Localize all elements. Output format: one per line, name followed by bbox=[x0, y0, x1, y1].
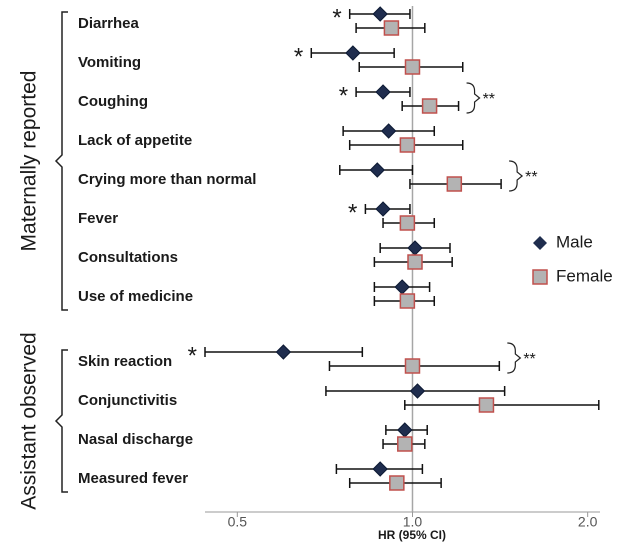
point-marker bbox=[397, 422, 413, 438]
point-marker bbox=[389, 475, 405, 491]
point-marker bbox=[478, 397, 495, 413]
point-marker bbox=[380, 123, 397, 139]
category-label: Lack of appetite bbox=[78, 132, 192, 149]
point-marker bbox=[421, 98, 438, 114]
group-bracket bbox=[54, 349, 68, 493]
significance-star: * bbox=[294, 43, 303, 70]
difference-bracket bbox=[507, 342, 522, 374]
point-marker bbox=[399, 293, 416, 309]
point-marker bbox=[372, 6, 388, 22]
significance-star: * bbox=[332, 4, 341, 31]
point-marker bbox=[375, 201, 391, 217]
difference-bracket bbox=[509, 160, 524, 192]
point-marker bbox=[407, 240, 423, 256]
category-label: Skin reaction bbox=[78, 353, 172, 370]
legend-marker bbox=[533, 236, 547, 250]
group-label: Maternally reported bbox=[18, 71, 41, 252]
point-marker bbox=[407, 254, 423, 270]
difference-bracket bbox=[466, 82, 481, 114]
point-marker bbox=[383, 20, 400, 36]
point-marker bbox=[404, 358, 421, 374]
significance-star: * bbox=[348, 199, 357, 226]
legend-label: Female bbox=[556, 266, 613, 285]
point-marker bbox=[369, 162, 385, 178]
point-marker bbox=[399, 137, 416, 153]
significance-star: * bbox=[339, 82, 348, 109]
point-marker bbox=[399, 215, 416, 231]
category-label: Use of medicine bbox=[78, 288, 193, 305]
category-label: Fever bbox=[78, 210, 118, 227]
group-bracket bbox=[54, 11, 68, 311]
group-label: Assistant observed bbox=[18, 332, 41, 509]
point-marker bbox=[275, 344, 292, 360]
point-marker bbox=[394, 279, 410, 295]
significance-star: * bbox=[188, 342, 197, 369]
point-marker bbox=[446, 176, 463, 192]
x-axis-label: HR (95% CI) bbox=[378, 528, 446, 542]
category-label: Measured fever bbox=[78, 470, 188, 487]
difference-stars: ** bbox=[523, 351, 535, 368]
point-marker bbox=[404, 59, 421, 75]
category-label: Conjunctivitis bbox=[78, 392, 177, 409]
category-label: Consultations bbox=[78, 249, 178, 266]
difference-stars: ** bbox=[525, 169, 537, 186]
category-label: Coughing bbox=[78, 93, 148, 110]
category-label: Diarrhea bbox=[78, 15, 140, 32]
x-tick-label: 2.0 bbox=[578, 514, 598, 530]
category-label: Nasal discharge bbox=[78, 431, 193, 448]
category-label: Crying more than normal bbox=[78, 171, 256, 188]
point-marker bbox=[397, 436, 413, 452]
legend-label: Male bbox=[556, 232, 593, 251]
legend-marker bbox=[532, 269, 548, 285]
point-marker bbox=[345, 45, 361, 61]
point-marker bbox=[409, 383, 426, 399]
category-label: Vomiting bbox=[78, 54, 141, 71]
x-tick-label: 1.0 bbox=[403, 514, 423, 530]
difference-stars: ** bbox=[483, 91, 495, 108]
point-marker bbox=[375, 84, 391, 100]
x-tick-label: 0.5 bbox=[228, 514, 248, 530]
point-marker bbox=[372, 461, 388, 477]
